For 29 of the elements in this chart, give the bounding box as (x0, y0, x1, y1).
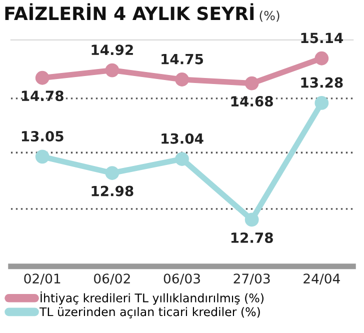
point (244, 76, 259, 90)
legend-label: TL üzerinden açılan ticari krediler (%) (39, 307, 260, 318)
point (244, 212, 259, 227)
point (314, 96, 329, 110)
data-label: 13.05 (22, 130, 64, 142)
data-label: 14.68 (231, 96, 273, 107)
chart-title: FAİZLERİN 4 AYLIK SEYRİ (5, 3, 254, 20)
point (35, 70, 50, 85)
data-label: 12.78 (231, 232, 273, 243)
data-label: 15.14 (301, 32, 343, 44)
data-label: 13.28 (301, 77, 343, 88)
point (314, 51, 329, 66)
x-tick-label: 27/03 (234, 274, 270, 285)
legend-label: İhtiyaç kredileri TL yıllıklandırılmış (%) (40, 292, 264, 305)
point (35, 150, 50, 164)
x-tick-label: 02/01 (24, 274, 60, 285)
chart-subtitle: (%) (260, 10, 280, 22)
x-tick-label: 24/04 (304, 274, 340, 285)
data-label: 12.98 (92, 186, 134, 196)
data-label: 14.75 (162, 54, 203, 64)
data-label: 14.92 (92, 44, 133, 56)
data-label: 14.78 (22, 90, 64, 102)
data-label: 13.04 (162, 133, 204, 144)
point (105, 166, 120, 180)
point (105, 63, 120, 78)
x-tick-label: 06/03 (164, 274, 200, 285)
point (175, 152, 189, 166)
point (175, 72, 189, 86)
x-tick-label: 06/02 (94, 274, 130, 285)
